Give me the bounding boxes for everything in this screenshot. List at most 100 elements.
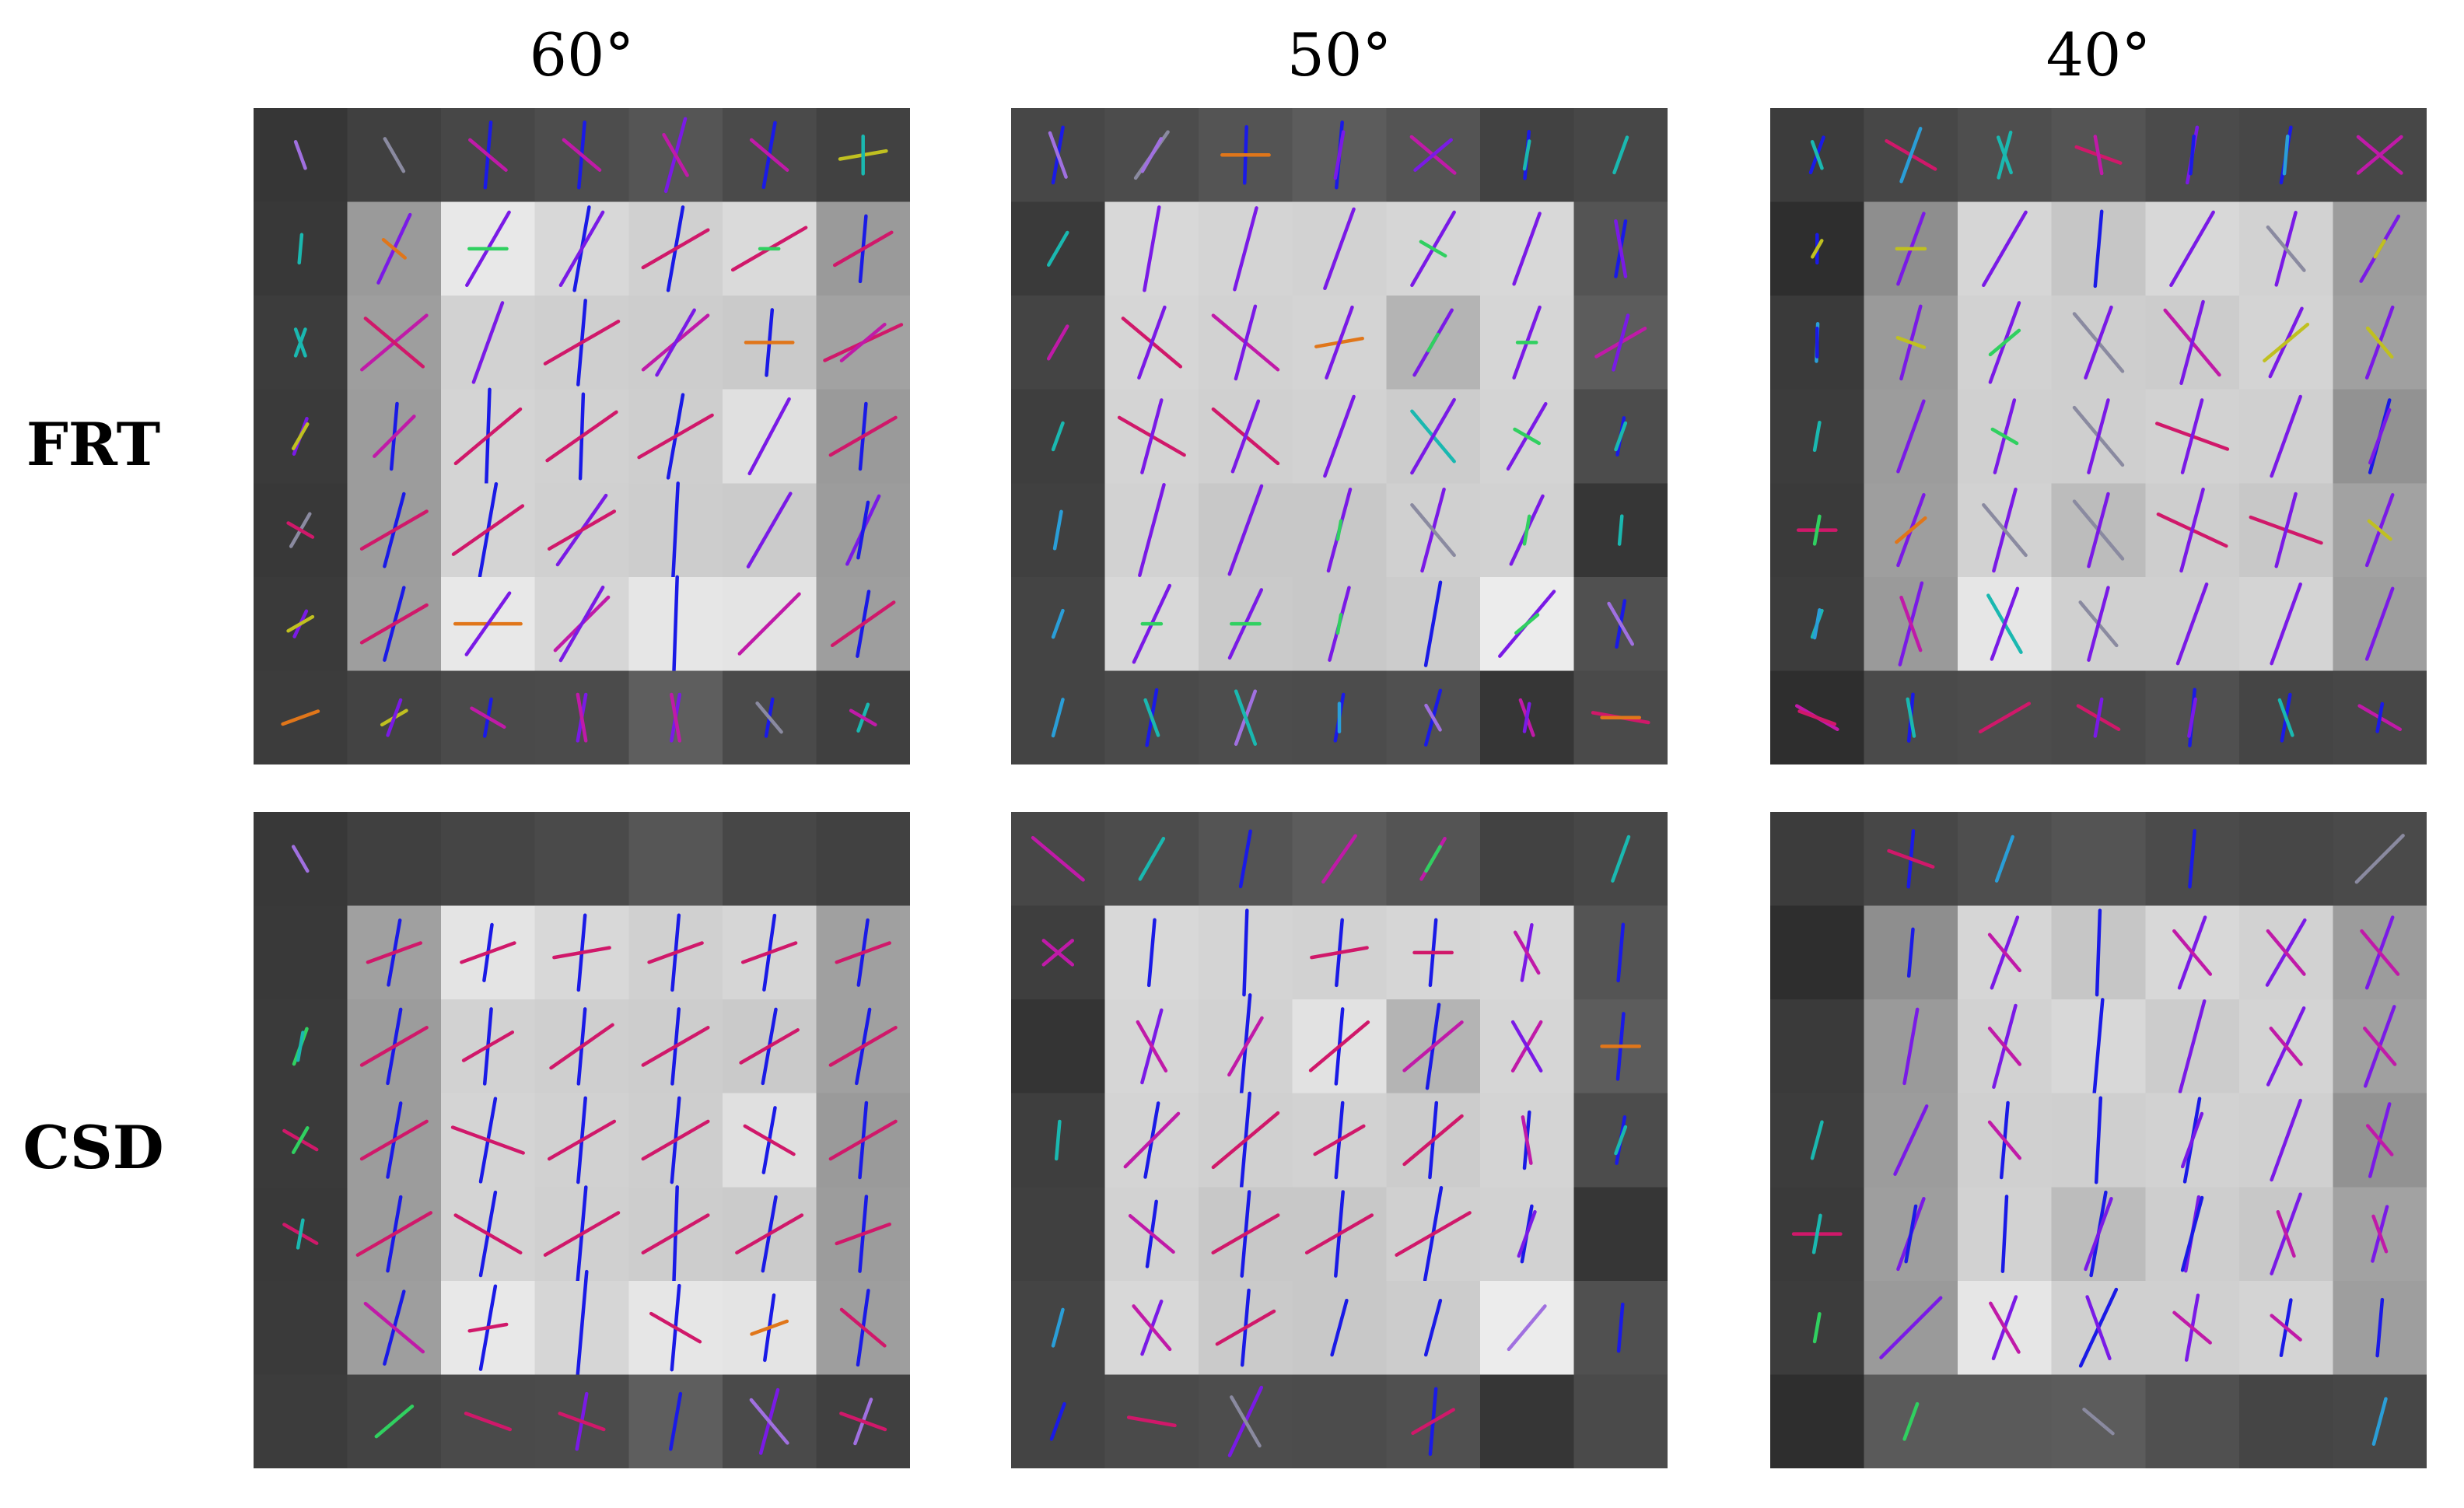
fiber-orientation-glyph [1304,1213,1374,1254]
fiber-orientation-glyph [1046,324,1069,361]
fiber-orientation-glyph [1321,834,1357,884]
fiber-orientation-glyph [1978,702,2032,734]
fiber-orientation-glyph [1989,1301,2021,1354]
fiber-orientation-glyph [291,422,310,450]
fiber-orientation-glyph [1996,135,2013,175]
panel-frt-60 [254,108,910,764]
fiber-orientation-glyph [374,1405,415,1439]
fiber-orientation-glyph [453,407,523,466]
row-label-csd: CSD [23,1113,164,1182]
voxel-cell [254,905,348,1000]
fiber-orientation-glyph [1987,932,2022,973]
fiber-orientation-glyph [1616,1302,1625,1353]
fiber-orientation-glyph [1994,834,2014,883]
fiber-orientation-glyph [1138,483,1166,578]
fiber-orientation-glyph [672,575,679,673]
fiber-orientation-glyph [2365,326,2394,359]
fiber-orientation-glyph [543,1211,621,1257]
fiber-orientation-glyph [1614,421,1628,452]
fiber-orientation-glyph [558,585,605,663]
fiber-orientation-glyph [1612,313,1630,372]
fiber-orientation-glyph [1242,908,1249,997]
fiber-orientation-glyph [2092,998,2105,1095]
fiber-orientation-glyph [296,1218,305,1250]
fiber-orientation-glyph [2093,209,2104,289]
fiber-orientation-glyph [1143,698,1160,737]
fiber-orientation-glyph [359,603,429,645]
voxel-cell [2145,1374,2240,1468]
fiber-orientation-glyph [1513,930,1541,975]
fiber-orientation-glyph [286,614,315,633]
fiber-orientation-glyph [1507,1304,1547,1352]
voxel-cell [1479,812,1574,907]
fiber-orientation-glyph [1510,1020,1543,1073]
fiber-orientation-glyph [1146,918,1157,988]
fiber-orientation-glyph [1137,305,1167,380]
fiber-orientation-glyph [575,1269,589,1386]
fiber-orientation-glyph [1049,1401,1066,1441]
fiber-orientation-glyph [1310,946,1369,960]
fiber-orientation-glyph [649,1311,702,1344]
fiber-orientation-glyph [359,509,429,551]
fiber-orientation-glyph [1812,514,1822,546]
fiber-orientation-glyph [2093,135,2104,176]
fiber-orientation-glyph [670,692,682,743]
fiber-orientation-glyph [2277,698,2294,737]
fiber-orientation-glyph [366,941,423,964]
fiber-orientation-glyph [2367,519,2392,541]
fiber-orientation-glyph [1812,1312,1822,1344]
fiber-orientation-glyph [2360,929,2400,976]
fiber-orientation-glyph [1227,484,1264,576]
fiber-orientation-glyph [1211,1213,1280,1254]
fiber-orientation-glyph [849,709,877,727]
voxel-cell [816,812,910,907]
fiber-orientation-glyph [552,946,611,960]
fiber-orientation-glyph [1990,586,2020,661]
fiber-orientation-glyph [835,1222,891,1246]
fiber-orientation-glyph [1612,135,1629,175]
fiber-orientation-glyph [755,701,783,734]
fiber-orientation-glyph [1215,1309,1276,1346]
fiber-orientation-glyph [2263,322,2310,362]
voxel-cell [1011,1187,1106,1282]
fiber-orientation-glyph [2084,1197,2113,1272]
fiber-orientation-glyph [828,1026,898,1067]
fiber-orientation-glyph [359,1119,429,1161]
fiber-orientation-glyph [1895,335,1927,349]
voxel-cell [2051,812,2146,907]
fiber-orientation-glyph [1899,595,1923,653]
fiber-orientation-glyph [746,492,793,569]
fiber-orientation-glyph [641,228,710,270]
fiber-orientation-glyph [291,845,310,873]
voxel-cell [254,1280,348,1375]
fiber-orientation-glyph [464,1412,513,1432]
fiber-orientation-glyph [451,504,525,556]
fiber-orientation-glyph [740,941,798,964]
fiber-orientation-glyph [468,138,508,172]
voxel-cell [1479,1374,1574,1468]
voxel-cell [1770,1374,1865,1468]
fiber-orientation-glyph [1051,421,1065,452]
fiber-orientation-glyph [293,327,307,358]
fiber-orientation-glyph [1522,514,1531,546]
fiber-orientation-glyph [1230,399,1261,474]
fiber-orientation-glyph [2082,1407,2115,1436]
fiber-orientation-glyph [2371,1214,2389,1254]
fiber-orientation-glyph [2085,1295,2112,1361]
fiber-orientation-glyph [363,317,425,369]
fiber-orientation-glyph [543,320,621,366]
fiber-orientation-glyph [2000,1195,2009,1273]
fiber-orientation-glyph [1233,206,1258,292]
fiber-orientation-glyph [1227,1016,1264,1077]
fiber-orientation-glyph [2175,582,2209,666]
fiber-orientation-glyph [576,692,588,743]
fiber-orientation-glyph [835,941,891,964]
fiber-orientation-glyph [1402,1020,1464,1072]
fiber-orientation-glyph [1051,1307,1065,1348]
fiber-orientation-glyph [2179,487,2205,573]
fiber-orientation-glyph [281,709,320,726]
fiber-orientation-glyph [1051,608,1065,639]
fiber-orientation-glyph [1308,1020,1370,1072]
fiber-orientation-glyph [641,1026,710,1067]
voxel-cell [2238,812,2333,907]
